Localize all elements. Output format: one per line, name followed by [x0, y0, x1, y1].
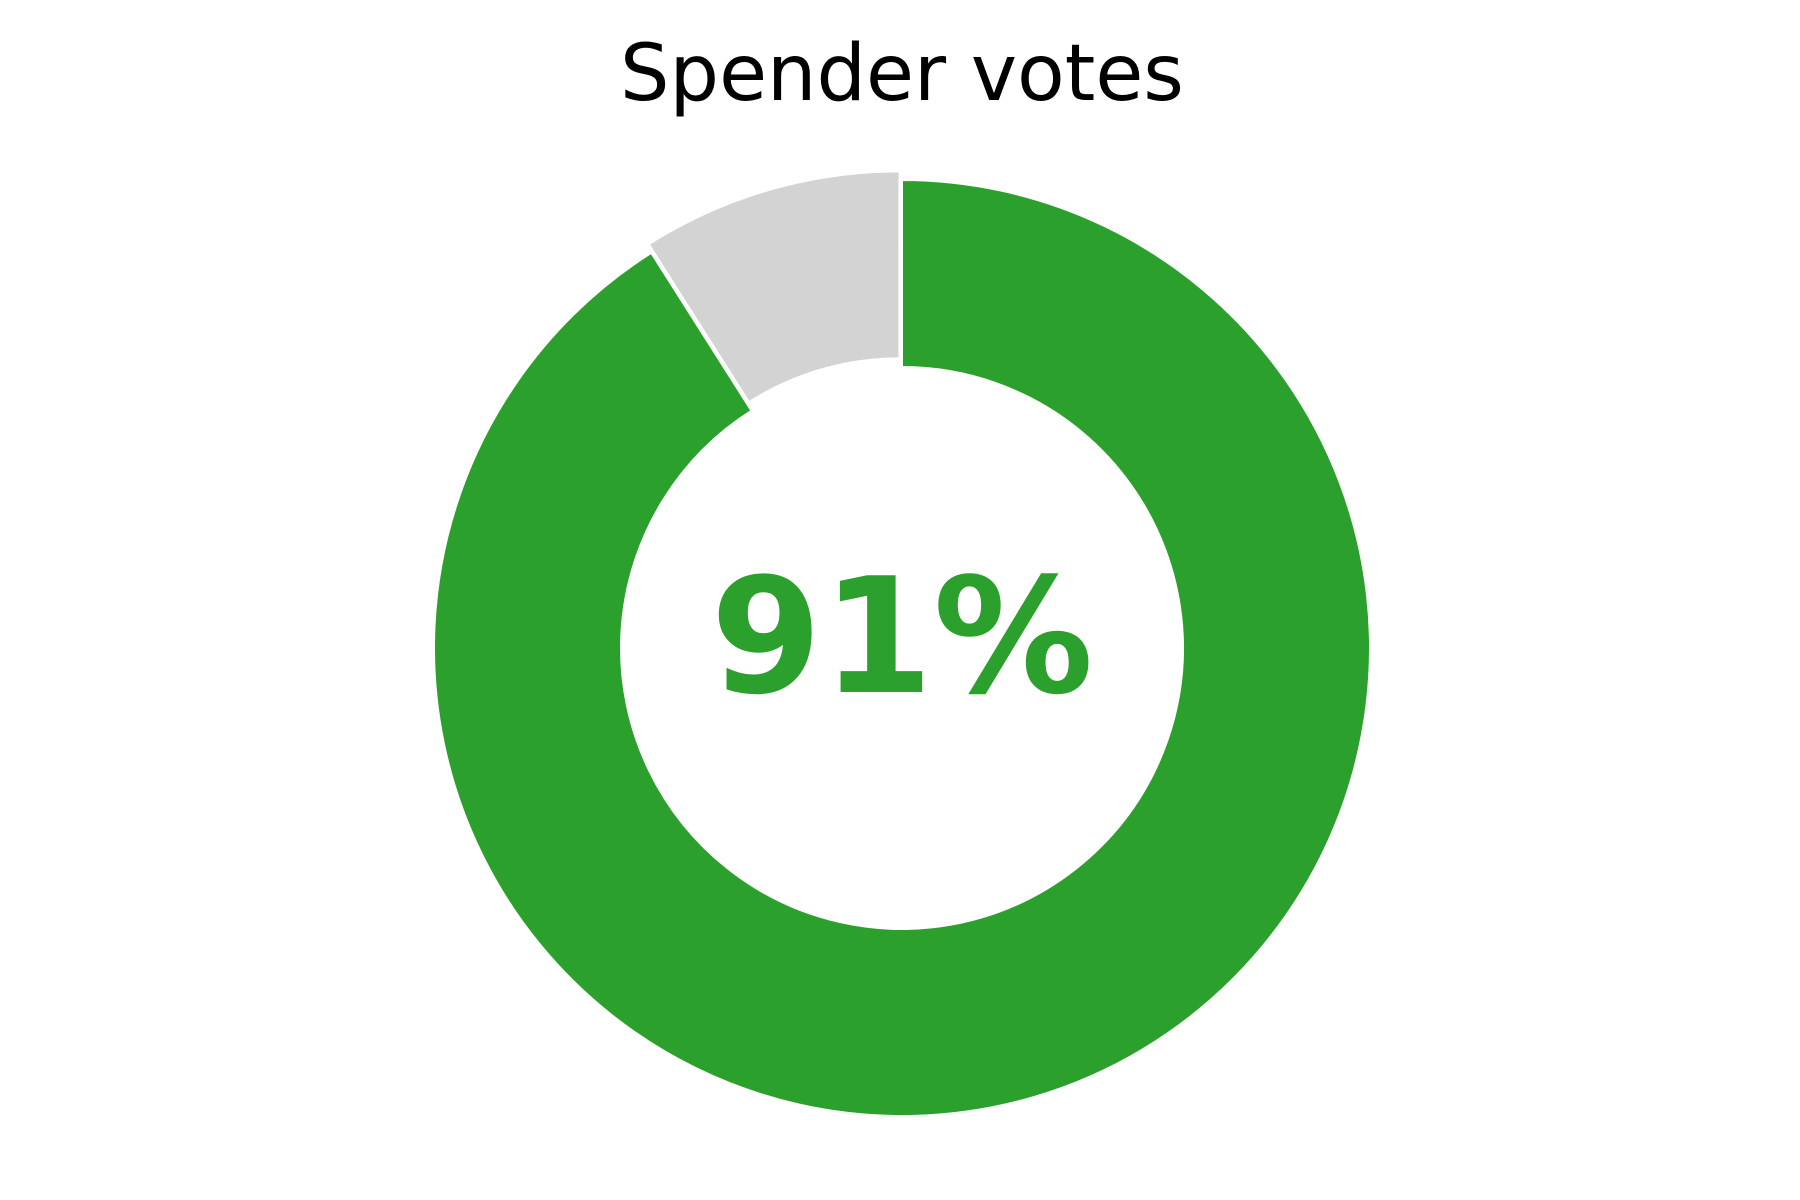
center-percentage-label: 91% [711, 543, 1094, 730]
slices-group [433, 170, 1371, 1117]
donut-slice-1 [433, 178, 1371, 1117]
chart-title: Spender votes [620, 29, 1184, 119]
donut-slice-2 [647, 170, 901, 404]
